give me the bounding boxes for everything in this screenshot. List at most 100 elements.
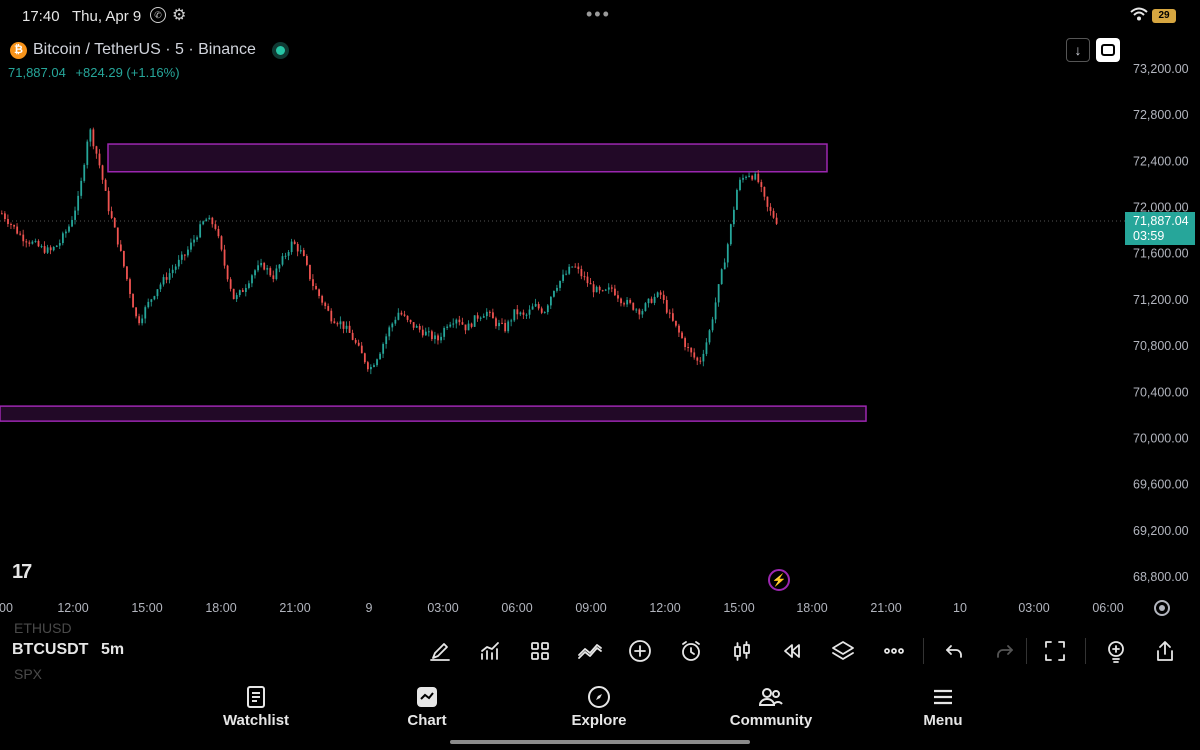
timeframe-button[interactable]: 5m: [101, 641, 125, 658]
undo-icon[interactable]: [939, 636, 969, 666]
candle: [293, 241, 296, 245]
nav-watchlist[interactable]: Watchlist: [196, 684, 316, 734]
candle: [449, 324, 452, 327]
candle: [473, 315, 476, 327]
compare-icon[interactable]: [575, 636, 605, 666]
candle: [687, 346, 690, 348]
more-dots-icon[interactable]: •••: [586, 4, 611, 24]
alert-clock-icon[interactable]: [676, 636, 706, 666]
indicators-icon[interactable]: [475, 636, 505, 666]
more-dots-icon[interactable]: [879, 636, 909, 666]
candle: [595, 286, 598, 293]
candle: [647, 298, 650, 304]
candle: [1, 213, 3, 215]
candle: [336, 323, 339, 325]
y-tick-label: 70,400.00: [1133, 385, 1189, 399]
home-indicator[interactable]: [450, 740, 750, 744]
y-tick-label: 71,600.00: [1133, 247, 1189, 261]
draw-pen-icon[interactable]: [425, 636, 455, 666]
ticker-current[interactable]: BTCUSDT: [12, 641, 89, 658]
layers-icon[interactable]: [828, 636, 858, 666]
candle: [315, 286, 317, 290]
candle: [71, 219, 73, 227]
gear-icon: ⚙: [172, 7, 187, 24]
symbol-title[interactable]: Bitcoin / TetherUS · 5 · Binance: [33, 41, 256, 58]
candle: [598, 286, 601, 291]
candle: [684, 338, 686, 347]
collapse-arrow-button[interactable]: ↓: [1066, 38, 1090, 62]
candle: [373, 365, 375, 368]
candle: [318, 289, 320, 296]
candle: [357, 342, 360, 346]
candle: [177, 259, 180, 267]
price-chart[interactable]: 73,200.00 72,800.00 72,400.00 72,000.00 71,6…: [0, 60, 1200, 620]
candle: [476, 315, 479, 319]
candle: [668, 312, 671, 314]
templates-grid-icon[interactable]: [525, 636, 555, 666]
candle: [632, 302, 635, 310]
price-line: 71,887.04 +824.29 (+1.16%): [8, 65, 180, 80]
ticker-next[interactable]: SPX: [14, 666, 43, 682]
candle: [339, 321, 342, 325]
nav-chart[interactable]: Chart: [367, 684, 487, 734]
candle: [193, 239, 195, 243]
candle: [717, 284, 720, 303]
candle-type-icon[interactable]: [727, 636, 757, 666]
chart-sync-button[interactable]: [1096, 38, 1120, 62]
status-time: 17:40: [22, 8, 60, 25]
tradingview-logo: 17: [12, 561, 32, 583]
candle: [501, 322, 503, 324]
candle: [458, 319, 461, 323]
chart-settings-icon[interactable]: [1154, 600, 1170, 616]
share-icon[interactable]: [1150, 636, 1180, 666]
candle: [550, 296, 552, 306]
candle: [601, 290, 604, 292]
lightning-icon[interactable]: ⚡: [768, 569, 790, 591]
candle: [644, 303, 647, 311]
ticker-prev[interactable]: ETHUSD: [14, 620, 72, 636]
candle: [415, 326, 418, 328]
candle: [22, 234, 25, 242]
candle: [4, 213, 6, 220]
candle: [241, 290, 244, 292]
replay-icon[interactable]: [777, 636, 807, 666]
candle: [251, 275, 253, 284]
candle: [757, 173, 760, 183]
candle: [226, 265, 229, 280]
candle: [299, 250, 302, 252]
candle: [245, 287, 247, 292]
x-tick-label: 12:00: [649, 601, 680, 615]
candle: [443, 327, 446, 337]
x-tick-label: 15:00: [723, 601, 754, 615]
candle: [562, 274, 564, 281]
candle: [116, 227, 119, 245]
resistance-zone: [107, 143, 828, 173]
current-price-badge: [1125, 212, 1195, 245]
x-tick-label: 21:00: [870, 601, 901, 615]
fullscreen-icon[interactable]: [1040, 636, 1070, 666]
idea-icon[interactable]: [1101, 636, 1131, 666]
candle: [406, 315, 409, 320]
battery-icon: 29: [1152, 9, 1176, 23]
x-tick-label: 9: [366, 601, 373, 615]
market-open-indicator: [272, 42, 289, 59]
candle: [394, 319, 397, 324]
candle: [748, 175, 751, 177]
nav-community-label: Community: [729, 712, 813, 729]
candle: [583, 276, 586, 278]
candle: [150, 299, 153, 302]
candle: [586, 276, 589, 284]
candle: [34, 240, 37, 242]
candle: [107, 190, 110, 212]
candle: [437, 335, 439, 341]
nav-community[interactable]: Community: [711, 684, 831, 734]
nav-explore[interactable]: Explore: [539, 684, 659, 734]
price-change: +824.29 (+1.16%): [75, 65, 180, 80]
candle: [376, 359, 378, 366]
nav-menu[interactable]: Menu: [883, 684, 1003, 734]
add-circle-icon[interactable]: [625, 636, 655, 666]
candle: [68, 226, 70, 232]
candle: [604, 289, 607, 291]
nav-menu-label: Menu: [923, 712, 963, 729]
redo-icon[interactable]: [990, 636, 1020, 666]
